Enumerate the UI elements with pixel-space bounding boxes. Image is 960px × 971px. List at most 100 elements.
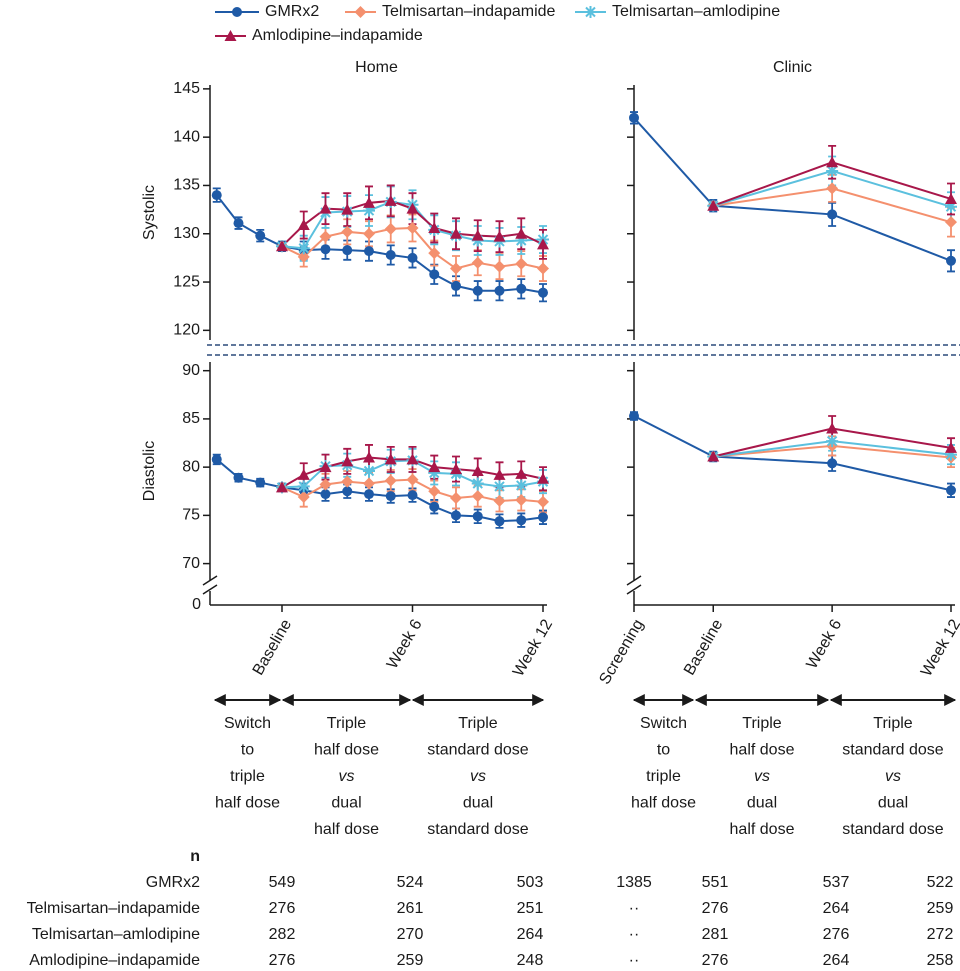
point [826,435,839,448]
phase-label: Triple [327,715,367,732]
phase-label: half dose [215,795,280,812]
y-tick-label: 0 [192,596,201,613]
point [515,467,528,479]
row-label: Telmisartan–amlodipine [32,926,200,943]
point [707,199,720,211]
point [827,458,838,469]
point [363,246,374,257]
point [537,495,549,508]
row-label: Telmisartan–indapamide [27,900,201,917]
phase-label: Triple [458,715,498,732]
row-label: GMRx2 [146,874,200,891]
point [707,450,720,462]
table-cell: 258 [927,952,954,969]
point [319,478,332,491]
point [385,250,396,260]
point [515,257,528,270]
axis-break [202,575,218,595]
y-tick-label: 125 [173,273,200,290]
phase-label: Switch [640,715,687,732]
point [362,204,375,217]
series-line [216,458,544,523]
point [406,202,419,214]
point [406,473,419,486]
point [384,474,397,487]
y-axis-label: Diastolic [141,441,158,501]
table-cell: ·· [629,952,640,969]
x-tick-label: Screening [596,617,647,688]
series-line [215,194,544,294]
point [493,260,506,273]
phase-label: vs [339,768,355,785]
panel: Screening Baseline Week 6 Week 12 [596,362,960,688]
phase-label: vs [754,768,770,785]
point [406,221,419,234]
point [362,477,375,490]
table-cell: ·· [629,900,640,917]
table-cell: 261 [397,900,424,917]
table-cell: 264 [823,900,850,917]
point [826,422,839,434]
point [319,230,332,243]
point [945,216,957,229]
phase-label: Triple [742,715,782,732]
phase-label: Switch [224,715,271,732]
phase-label: Triple [873,715,913,732]
point [211,454,222,465]
legend-marker [354,6,367,18]
panel: Baseline Week 6 Week 12 0 Diastolic 70 75 80 85 9… [141,362,556,680]
series-line [633,117,952,262]
phase-label: dual [747,795,777,812]
point [297,480,310,493]
point [449,492,462,505]
point [385,491,396,502]
table-cell: 1385 [616,874,652,891]
point [407,252,418,263]
point [450,280,461,291]
y-tick-label: 75 [182,507,200,524]
point [362,465,375,477]
y-tick-label: 70 [182,555,200,572]
point [538,287,548,298]
legend-marker [224,30,237,41]
x-tick-label: Week 12 [510,617,556,680]
y-tick-label: 135 [173,177,200,194]
point [493,468,506,480]
point [297,250,310,263]
x-tick-label: Week 12 [918,617,960,680]
table-cell: 272 [927,926,954,943]
table-cell: 259 [397,952,424,969]
point [450,510,461,521]
phase-label: standard dose [842,821,944,838]
point [384,194,397,206]
point [341,455,354,467]
table-header: n [190,848,200,865]
table-cell: 281 [702,926,729,943]
point [515,227,528,239]
point [297,468,310,480]
phase-label: triple [230,768,265,785]
table-cell: 276 [702,900,729,917]
point [826,164,839,177]
row-label: Amlodipine–indapamide [29,952,200,969]
y-tick-label: 130 [173,225,200,242]
point [407,490,418,501]
table-cell: 264 [517,926,544,943]
point [471,465,484,476]
point [537,262,549,275]
panel: Home Systolic 120 125 130 135 140 145 [141,59,549,340]
point [493,230,506,242]
point [211,190,222,201]
point [362,196,375,208]
point [827,209,838,220]
point [428,247,441,260]
panel-title: Clinic [773,59,812,76]
x-tick-label: Baseline [681,617,726,679]
legend-label: GMRx2 [265,3,319,20]
point [406,453,419,465]
point [319,461,332,473]
axis-break [626,575,642,595]
point [516,283,527,294]
point [471,477,484,490]
phase-label: standard dose [427,821,529,838]
